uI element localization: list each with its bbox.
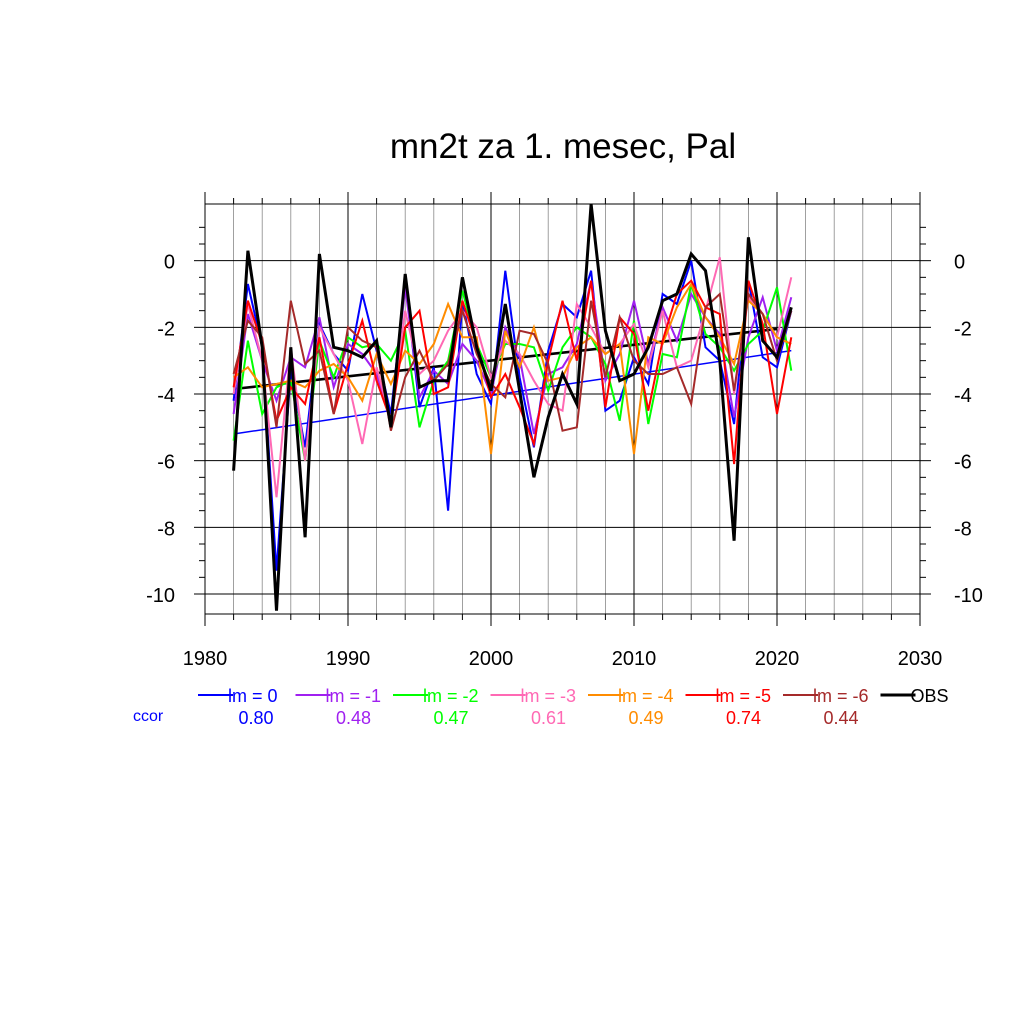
y-tick-label-left: -4	[157, 385, 175, 407]
legend-label: lm = -6	[813, 686, 869, 706]
y-tick-label-right: -2	[954, 318, 972, 340]
y-tick-label-left: 0	[164, 252, 175, 274]
x-tick-label: 1990	[326, 648, 371, 670]
y-tick-label-left: -8	[157, 518, 175, 540]
series-line	[232, 203, 793, 611]
ccor-value: 0.49	[628, 708, 663, 728]
y-tick-label-right: 0	[954, 252, 965, 274]
y-tick-label-right: -10	[954, 585, 983, 607]
legend-label: lm = -4	[618, 686, 674, 706]
y-tick-label-right: -4	[954, 385, 972, 407]
axes: 0 0 -2 -2 -4 -4 -6 -6 -8 -8 -10 -10 1980 1990 2000 2010…	[146, 192, 983, 670]
y-tick-label-left: -6	[157, 452, 175, 474]
x-tick-label: 2010	[612, 648, 657, 670]
ccor-value: 0.74	[726, 708, 761, 728]
y-tick-label-left: -10	[146, 585, 175, 607]
legend-label: lm = 0	[228, 686, 278, 706]
ccor-label: ccor	[133, 708, 164, 725]
ccor-value: 0.61	[531, 708, 566, 728]
x-tick-label: 2030	[898, 648, 943, 670]
legend-label: lm = -3	[521, 686, 577, 706]
series-line	[232, 291, 793, 432]
series-line	[232, 279, 793, 465]
legend: ccor lm = 00.80 lm = -10.48 lm = -20.47 lm …	[133, 686, 949, 728]
ccor-value: 0.44	[823, 708, 858, 728]
ccor-value: 0.80	[238, 708, 273, 728]
ccor-value: 0.47	[433, 708, 468, 728]
legend-label: lm = -5	[716, 686, 772, 706]
x-tick-label: 2020	[755, 648, 800, 670]
y-tick-label-right: -6	[954, 452, 972, 474]
ccor-value: 0.48	[336, 708, 371, 728]
y-tick-label-right: -8	[954, 518, 972, 540]
x-tick-label: 2000	[469, 648, 514, 670]
chart-title: mn2t za 1. mesec, Pal	[390, 127, 736, 166]
x-tick-label: 1980	[183, 648, 228, 670]
trend-line	[233, 327, 778, 391]
legend-label: lm = -2	[423, 686, 479, 706]
y-tick-label-left: -2	[157, 318, 175, 340]
legend-label: lm = -1	[326, 686, 382, 706]
series-lines	[232, 203, 793, 611]
legend-label: OBS	[911, 686, 949, 706]
plot-frame	[204, 203, 921, 615]
